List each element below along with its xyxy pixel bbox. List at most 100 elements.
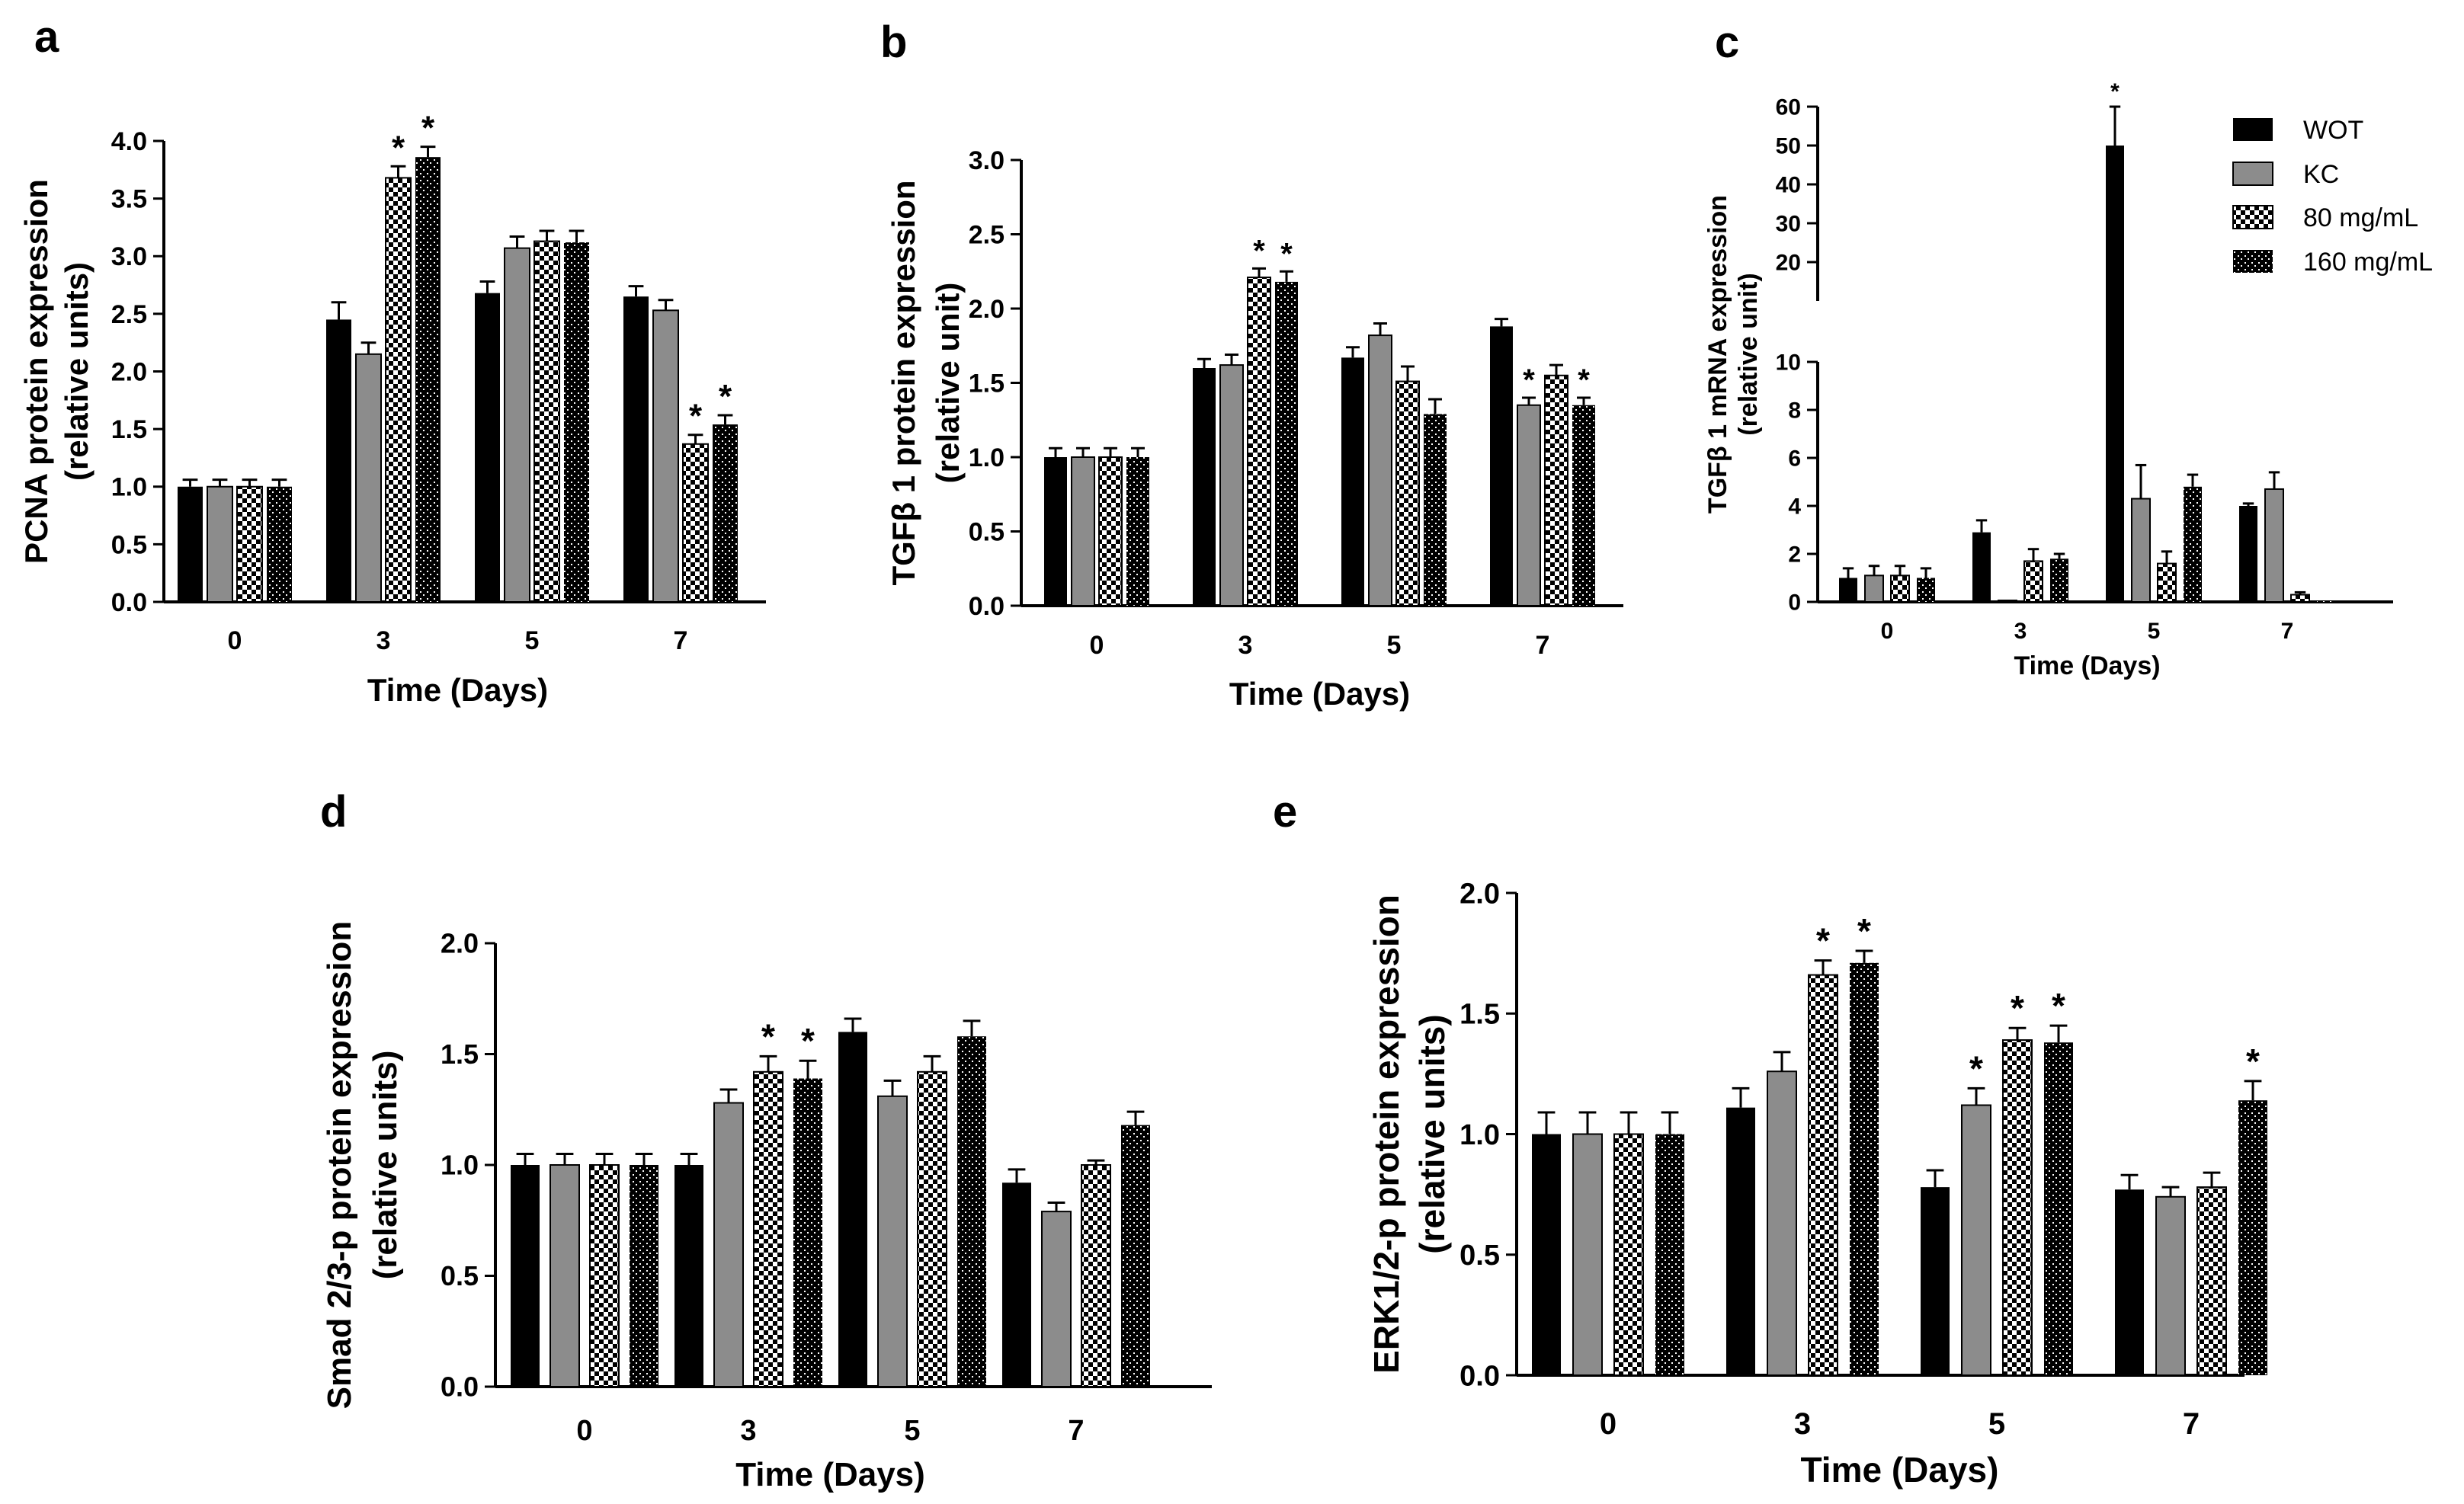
legend-swatch-wot — [2233, 118, 2273, 141]
bar-c-3-1 — [1998, 600, 2017, 603]
bar-c-7-1 — [2264, 488, 2284, 603]
bar-d-5-2 — [917, 1070, 947, 1388]
chart-c: 0 2 4 6 8 10 20 30 40 50 60 0 3 * 5 7 Time (Days) TGFβ 1 … — [1703, 79, 2393, 680]
legend-swatch-kc — [2232, 162, 2273, 186]
y-axis-title-c: TGFβ 1 mRNA expression — [1703, 195, 1732, 514]
bar-b-3-1 — [1219, 364, 1244, 606]
bar-a-7-1 — [652, 309, 679, 603]
y-tick-label-a-7: 3.5 — [111, 185, 147, 214]
bar-d-3-3 — [793, 1078, 822, 1387]
bar-e-5-1 — [1961, 1104, 1991, 1377]
significance-star-e-3-2: * — [1816, 921, 1830, 961]
bar-d-7-1 — [1041, 1211, 1072, 1387]
bar-d-5-3 — [957, 1036, 986, 1387]
legend: WOT KC 80 mg/mL 160 mg/mL — [2232, 116, 2433, 277]
bar-d-0-0 — [511, 1165, 540, 1387]
bar-a-5-1 — [504, 247, 530, 603]
legend-swatch-160 — [2233, 250, 2273, 273]
bar-e-0-1 — [1572, 1133, 1603, 1376]
y-tick-label-d-1: 0.5 — [441, 1260, 479, 1291]
x-tick-label-a-3: 7 — [674, 626, 688, 655]
bar-c-0-2 — [1890, 574, 1910, 603]
significance-star-e-3-3: * — [1857, 911, 1871, 951]
x-tick-label-e-0: 0 — [1600, 1407, 1616, 1441]
y-tick-label-e-0: 0.0 — [1459, 1360, 1500, 1392]
x-axis-title-e: Time (Days) — [1801, 1450, 1999, 1490]
bar-b-0-1 — [1071, 456, 1095, 606]
x-axis-title-c: Time (Days) — [2014, 651, 2160, 680]
x-tick-label-a-2: 5 — [525, 626, 540, 655]
bar-c-5-0 — [2106, 146, 2124, 602]
x-tick-label-b-1: 3 — [1238, 631, 1253, 660]
legend-swatch-80 — [2232, 205, 2273, 229]
y-tick-label-c-l2: 4 — [1788, 494, 1801, 520]
x-tick-label-c-0: 0 — [1881, 619, 1894, 644]
bar-a-7-2 — [682, 443, 709, 603]
y-tick-label-b-4: 2.0 — [969, 295, 1005, 324]
x-tick-label-d-2: 5 — [904, 1415, 920, 1447]
bar-b-0-3 — [1126, 457, 1149, 606]
y-tick-label-c-u4: 60 — [1776, 95, 1801, 120]
bar-b-5-3 — [1424, 414, 1447, 606]
y-tick-label-a-6: 3.0 — [111, 242, 147, 271]
significance-star-a-3-3: * — [421, 110, 435, 147]
bar-e-5-0 — [1921, 1187, 1950, 1375]
bar-a-7-0 — [623, 296, 649, 602]
x-tick-label-d-3: 7 — [1068, 1415, 1084, 1447]
y-tick-label-d-2: 1.0 — [441, 1150, 479, 1181]
bar-a-0-0 — [178, 486, 203, 602]
bar-e-7-2 — [2196, 1186, 2227, 1376]
bar-a-7-3 — [713, 424, 738, 602]
bar-c-7-0 — [2239, 506, 2257, 602]
x-tick-label-e-2: 5 — [1988, 1407, 2005, 1441]
bar-e-5-3 — [2044, 1042, 2073, 1375]
bar-a-3-0 — [326, 319, 351, 602]
x-tick-label-b-3: 7 — [1536, 631, 1550, 660]
chart-a: 0.0 0.5 1.0 1.5 2.0 2.5 3.0 3.5 4.0 0 * * 3 5 * * 7 Time … — [18, 110, 766, 708]
bar-c-5-3 — [2184, 486, 2202, 602]
y-tick-label-b-0: 0.0 — [969, 592, 1005, 621]
y-tick-label-b-6: 3.0 — [969, 146, 1005, 175]
bar-c-3-0 — [1972, 532, 1991, 602]
y-tick-label-a-4: 2.0 — [111, 357, 147, 386]
bar-b-3-2 — [1247, 277, 1271, 606]
chart-e: 0.0 0.5 1.0 1.5 2.0 0 * * 3 * * * 5 * 7 Time (Days) ERK1… — [1367, 878, 2267, 1490]
x-tick-label-e-3: 7 — [2183, 1407, 2200, 1441]
y-tick-label-c-u2: 40 — [1776, 173, 1801, 198]
bar-a-0-3 — [267, 486, 292, 602]
bar-c-3-3 — [2050, 558, 2068, 602]
chart-b: 0.0 0.5 1.0 1.5 2.0 2.5 3.0 0 * * 3 5 * * 7 Time (Days)… — [886, 146, 1623, 712]
significance-star-e-7-3: * — [2246, 1042, 2260, 1081]
y-axis-subtitle-b: (relative unit) — [930, 283, 966, 484]
bar-e-0-3 — [1655, 1134, 1684, 1375]
bar-b-0-0 — [1044, 457, 1067, 606]
bar-c-0-3 — [1917, 578, 1935, 602]
x-tick-label-b-2: 5 — [1387, 631, 1402, 660]
y-tick-label-a-1: 0.5 — [111, 530, 147, 559]
significance-star-a-7-3: * — [719, 378, 732, 415]
y-tick-label-d-4: 2.0 — [441, 928, 479, 959]
bar-d-5-0 — [838, 1032, 867, 1387]
bar-e-3-1 — [1767, 1070, 1797, 1376]
legend-label-160: 160 mg/mL — [2303, 248, 2433, 277]
legend-label-kc: KC — [2303, 160, 2339, 189]
y-tick-label-d-3: 1.5 — [441, 1038, 479, 1070]
y-axis-title-a: PCNA protein expression — [18, 179, 54, 564]
bar-a-0-1 — [207, 485, 233, 603]
bar-b-5-1 — [1368, 334, 1392, 606]
bar-a-3-3 — [415, 157, 441, 603]
y-tick-label-e-3: 1.5 — [1459, 999, 1500, 1031]
y-axis-title-e: ERK1/2-p protein expression — [1367, 894, 1406, 1374]
bar-d-0-3 — [630, 1165, 658, 1387]
bar-e-3-0 — [1726, 1107, 1755, 1375]
y-tick-label-a-5: 2.5 — [111, 300, 147, 329]
x-tick-label-b-0: 0 — [1090, 631, 1104, 660]
significance-star-b-7-3: * — [1578, 363, 1590, 397]
x-tick-label-a-0: 0 — [228, 626, 242, 655]
bar-c-7-2 — [2290, 594, 2310, 603]
bar-e-5-2 — [2002, 1039, 2033, 1376]
y-tick-label-b-2: 1.0 — [969, 443, 1005, 472]
bar-a-3-2 — [385, 177, 412, 603]
bar-b-7-1 — [1517, 404, 1541, 606]
significance-star-e-5-2: * — [2011, 988, 2024, 1028]
